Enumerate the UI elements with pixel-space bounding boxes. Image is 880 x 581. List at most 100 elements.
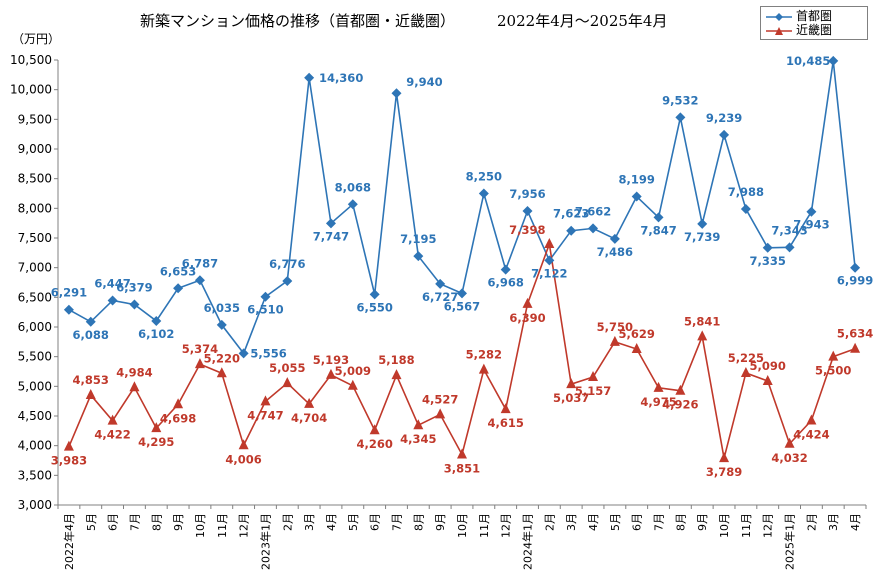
series-1-point: [260, 395, 271, 406]
series-0-point: [173, 283, 184, 294]
data-label: 9,940: [406, 75, 442, 89]
x-tick-label: 9月: [172, 513, 185, 531]
series-1-point: [85, 389, 96, 400]
series-0-point: [806, 206, 817, 217]
data-label: 7,662: [575, 204, 611, 218]
series-1-point: [435, 408, 446, 419]
series-1-point: [653, 381, 664, 392]
series-0-point: [784, 242, 795, 253]
data-label: 6,035: [204, 301, 240, 315]
series-1-point: [194, 358, 205, 369]
x-tick-label: 8月: [674, 513, 687, 531]
series-0-point: [566, 225, 577, 236]
series-0-point: [544, 255, 555, 266]
data-label: 4,345: [400, 432, 436, 446]
legend-item-kinki: 近畿圏: [765, 23, 832, 37]
data-label: 6,088: [73, 328, 109, 342]
series-0-point: [325, 218, 336, 229]
data-label: 6,447: [94, 276, 130, 290]
data-label: 5,090: [750, 359, 786, 373]
y-tick-label: 9,000: [18, 142, 52, 156]
data-label: 7,335: [750, 254, 786, 268]
x-tick-label: 6月: [369, 513, 382, 531]
series-1-point: [588, 371, 599, 382]
data-label: 4,006: [225, 452, 261, 466]
data-label: 4,032: [771, 451, 807, 465]
series-0-point: [369, 289, 380, 300]
data-label: 3,851: [444, 462, 480, 476]
x-tick-label: 7月: [128, 513, 141, 531]
y-tick-label: 8,000: [18, 201, 52, 215]
chart-title-text: 新築マンション価格の推移（首都圏・近畿圏）: [140, 12, 456, 30]
series-0-point: [653, 212, 664, 223]
series-1-point: [500, 403, 511, 414]
data-label: 10,485: [786, 54, 830, 68]
data-label: 4,704: [291, 411, 327, 425]
x-tick-label: 2022年4月: [62, 513, 76, 570]
series-0-point: [850, 262, 861, 273]
data-label: 7,943: [793, 218, 829, 232]
data-label: 6,510: [247, 303, 283, 317]
series-1-point: [850, 342, 861, 353]
series-1-point: [151, 422, 162, 433]
data-label: 8,068: [335, 180, 371, 194]
series-1-point: [457, 448, 467, 459]
x-tick-label: 2025年1月: [783, 513, 797, 570]
data-label: 3,789: [706, 465, 742, 479]
data-label: 7,747: [313, 229, 349, 243]
series-1-point: [697, 330, 708, 341]
series-1-point: [63, 440, 74, 451]
series-0-point: [478, 188, 489, 199]
y-axis-ticks: 3,000 3,500 4,000 4,500 5,000 5,500 6,000 6,500…: [10, 53, 58, 512]
chart-period: 2022年4月～2025年4月: [497, 12, 668, 30]
data-label: 7,847: [640, 223, 676, 237]
data-label: 4,260: [356, 437, 392, 451]
data-label: 4,527: [422, 392, 458, 406]
series-1-point: [282, 377, 293, 388]
data-label: 4,984: [116, 365, 152, 379]
series-1-point: [719, 452, 730, 463]
data-label: 7,623: [553, 207, 589, 221]
series-1-point: [566, 378, 577, 389]
data-label: 5,225: [728, 351, 764, 365]
data-label: 5,157: [575, 384, 611, 398]
series-0-point: [85, 316, 96, 327]
data-label: 5,841: [684, 314, 720, 328]
data-label: 4,747: [247, 408, 283, 422]
y-axis-unit-label: （万円）: [12, 32, 61, 46]
series-0-point: [194, 275, 205, 286]
x-tick-label: 11月: [216, 513, 229, 538]
legend-marker-diamond-icon: [766, 12, 792, 21]
y-tick-label: 8,500: [18, 172, 52, 186]
x-tick-label: 12月: [238, 513, 251, 538]
series-0-point: [675, 112, 686, 123]
series-1-point: [806, 414, 817, 425]
x-tick-label: 9月: [696, 513, 709, 531]
series-0-point: [413, 251, 424, 262]
x-tick-label: 11月: [478, 513, 491, 538]
x-tick-label: 2024年1月: [521, 513, 535, 570]
x-tick-label: 4月: [587, 513, 600, 531]
series-0-point: [435, 278, 446, 289]
data-label: 6,653: [160, 264, 196, 278]
y-tick-label: 10,500: [10, 53, 52, 67]
data-label: 5,282: [466, 348, 502, 362]
x-tick-label: 2月: [543, 513, 556, 531]
data-label: 5,629: [619, 327, 655, 341]
series-1-point: [609, 335, 620, 346]
series-0-point: [347, 199, 358, 210]
data-label: 6,776: [269, 257, 305, 271]
x-tick-label: 6月: [107, 513, 120, 531]
series-1-point: [238, 439, 249, 450]
y-tick-label: 4,500: [18, 409, 52, 423]
data-label: 5,556: [250, 346, 286, 360]
data-label: 6,390: [509, 311, 545, 325]
series-0-point: [238, 348, 249, 359]
x-tick-label: 5月: [347, 513, 360, 531]
series-1-point: [347, 379, 358, 390]
series-0-point: [391, 88, 402, 99]
x-axis-ticks: 2022年4月 5月 6月 7月 8月 9月 10月 11月 12月 2023年1月 2月 3月 4月 5…: [57, 505, 867, 570]
data-label: 6,550: [356, 300, 392, 314]
x-tick-label: 2023年1月: [258, 513, 272, 570]
